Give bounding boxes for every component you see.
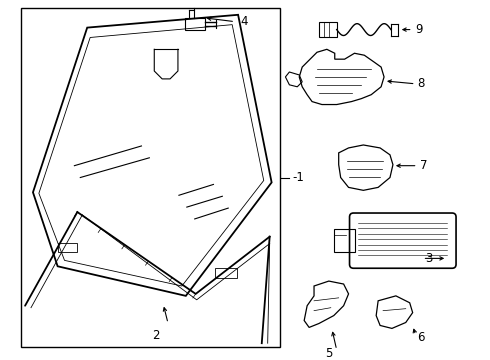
Text: 9: 9 <box>416 23 423 36</box>
Text: 6: 6 <box>417 331 425 344</box>
Bar <box>216 268 237 278</box>
Text: 8: 8 <box>417 77 425 90</box>
Bar <box>185 18 204 30</box>
Text: 5: 5 <box>325 347 333 360</box>
Bar <box>58 243 77 252</box>
Text: 2: 2 <box>152 329 160 342</box>
Bar <box>334 229 355 252</box>
Text: -1: -1 <box>293 171 304 184</box>
Bar <box>21 8 279 347</box>
Text: 3: 3 <box>425 252 433 265</box>
Text: 7: 7 <box>419 159 427 172</box>
Text: 4: 4 <box>240 15 247 28</box>
Bar <box>319 22 337 37</box>
